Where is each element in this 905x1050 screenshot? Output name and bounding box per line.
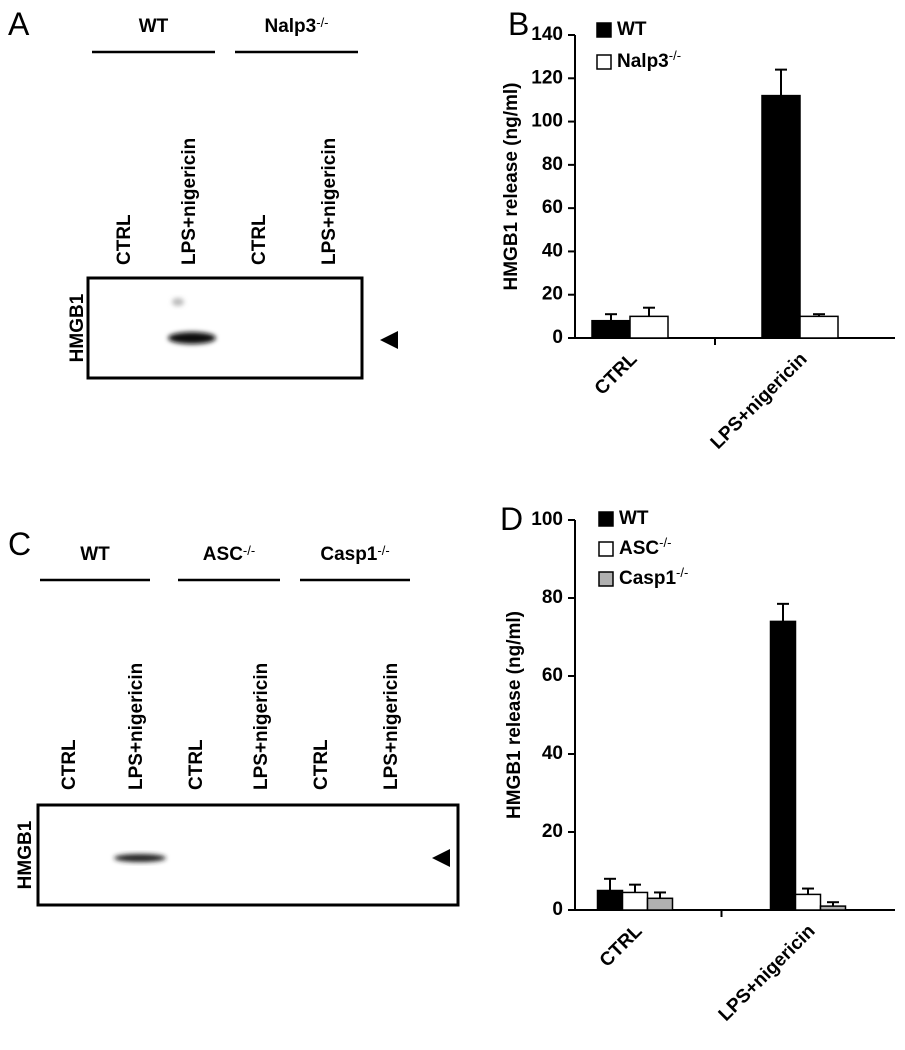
y-tick-label: 60 xyxy=(542,197,563,218)
x-tick-label: LPS+nigericin xyxy=(707,349,812,454)
lane-label: LPS+nigericin xyxy=(381,663,402,790)
group-label: WT xyxy=(80,544,110,565)
bar xyxy=(629,315,669,339)
blot-smear xyxy=(172,298,184,306)
group-label: Casp1-/- xyxy=(320,543,389,565)
group-label: WT xyxy=(139,16,169,37)
y-tick-label: 100 xyxy=(531,111,563,132)
blot-band xyxy=(114,854,166,862)
legend-swatch xyxy=(598,511,614,527)
y-tick-label: 0 xyxy=(552,899,563,920)
lane-label: LPS+nigericin xyxy=(126,663,147,790)
legend-swatch xyxy=(598,541,614,557)
y-tick-label: 40 xyxy=(542,743,563,764)
bar xyxy=(621,891,649,911)
legend-label: WT xyxy=(619,508,649,529)
arrowhead xyxy=(432,849,450,867)
lane-label: LPS+nigericin xyxy=(251,663,272,790)
arrowhead xyxy=(380,331,398,349)
y-tick-label: 60 xyxy=(542,665,563,686)
lane-label: CTRL xyxy=(114,214,135,265)
legend-swatch xyxy=(596,54,612,70)
x-tick-label: LPS+nigericin xyxy=(715,921,820,1026)
legend-label: ASC-/- xyxy=(619,535,671,559)
legend-label: WT xyxy=(617,19,647,40)
blot-frame xyxy=(86,276,364,380)
y-tick-label: 0 xyxy=(552,327,563,348)
panel-label: D xyxy=(500,501,523,537)
bar xyxy=(799,315,839,339)
protein-label: HMGB1 xyxy=(15,820,36,889)
lane-label: CTRL xyxy=(311,739,332,790)
bar xyxy=(596,889,624,911)
y-tick-label: 140 xyxy=(531,24,563,45)
lane-label: LPS+nigericin xyxy=(179,138,200,265)
y-tick-label: 20 xyxy=(542,821,563,842)
panel-label: B xyxy=(508,6,529,42)
panel-label: A xyxy=(8,6,30,42)
bar xyxy=(819,905,847,911)
group-label: ASC-/- xyxy=(203,543,255,565)
y-tick-label: 80 xyxy=(542,154,563,175)
lane-label: LPS+nigericin xyxy=(319,138,340,265)
x-tick-label: CTRL xyxy=(596,920,647,971)
y-tick-label: 100 xyxy=(531,509,563,530)
y-tick-label: 40 xyxy=(542,240,563,261)
y-tick-label: 80 xyxy=(542,587,563,608)
legend-swatch xyxy=(596,22,612,38)
y-tick-label: 120 xyxy=(531,67,563,88)
bar xyxy=(794,893,822,911)
lane-label: CTRL xyxy=(186,739,207,790)
x-tick-label: CTRL xyxy=(591,348,642,399)
group-label: Nalp3-/- xyxy=(264,15,328,37)
blot-frame xyxy=(36,803,460,907)
y-axis-label: HMGB1 release (ng/ml) xyxy=(501,83,522,291)
y-tick-label: 20 xyxy=(542,284,563,305)
lane-label: CTRL xyxy=(59,739,80,790)
lane-label: CTRL xyxy=(249,214,270,265)
bar xyxy=(769,620,797,911)
bar xyxy=(591,319,631,339)
y-axis-label: HMGB1 release (ng/ml) xyxy=(504,611,525,819)
blot-band xyxy=(168,332,216,344)
panel-label: C xyxy=(8,526,31,562)
protein-label: HMGB1 xyxy=(67,293,88,362)
legend-label: Casp1-/- xyxy=(619,565,688,589)
bar xyxy=(761,94,801,339)
legend-label: Nalp3-/- xyxy=(617,48,681,72)
bar xyxy=(646,897,674,911)
legend-swatch xyxy=(598,571,614,587)
